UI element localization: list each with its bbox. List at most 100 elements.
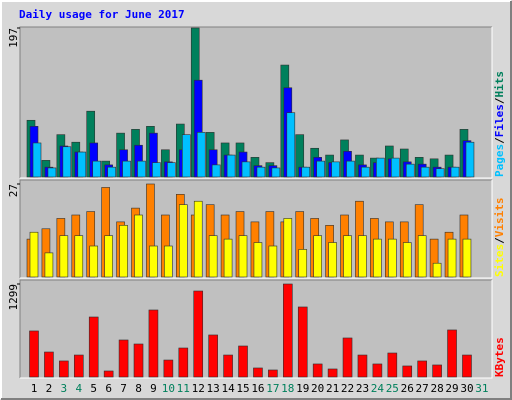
y-tick-label: 1299 bbox=[7, 284, 20, 311]
bar bbox=[402, 365, 413, 378]
bar bbox=[327, 368, 338, 378]
bar bbox=[133, 343, 144, 378]
bar bbox=[342, 337, 353, 378]
bar bbox=[122, 160, 131, 178]
legend-separator: / bbox=[493, 237, 506, 244]
bar bbox=[417, 360, 427, 378]
x-tick-label: 18 bbox=[281, 382, 294, 395]
bar bbox=[223, 354, 233, 378]
bar bbox=[47, 167, 57, 178]
x-tick-label: 31 bbox=[475, 382, 488, 395]
bar bbox=[450, 166, 460, 178]
bar bbox=[313, 235, 322, 278]
bar bbox=[74, 235, 84, 278]
bar bbox=[62, 146, 72, 178]
bar bbox=[32, 142, 42, 178]
panel-background bbox=[20, 280, 492, 378]
bar bbox=[193, 200, 203, 278]
bar bbox=[286, 112, 296, 178]
bar bbox=[73, 354, 84, 378]
x-tick-label: 21 bbox=[326, 382, 339, 395]
bar bbox=[44, 252, 54, 278]
legend: KBytes bbox=[493, 337, 506, 377]
x-tick-label: 29 bbox=[445, 382, 458, 395]
bar bbox=[179, 204, 188, 278]
bar bbox=[361, 166, 370, 178]
bar bbox=[271, 167, 281, 178]
legend: Sites/Visits bbox=[493, 198, 506, 278]
bar bbox=[402, 242, 412, 278]
bar bbox=[149, 245, 158, 278]
bar bbox=[256, 166, 266, 178]
x-tick-label: 28 bbox=[430, 382, 443, 395]
x-tick-label: 10 bbox=[162, 382, 175, 395]
legend-entry: Hits bbox=[493, 71, 506, 98]
bar bbox=[268, 245, 278, 278]
x-tick-label: 19 bbox=[296, 382, 309, 395]
y-tick-label: 197 bbox=[7, 28, 20, 48]
bar bbox=[148, 309, 159, 378]
x-tick-label: 30 bbox=[460, 382, 473, 395]
bar bbox=[316, 160, 325, 178]
bar bbox=[297, 306, 308, 378]
bar bbox=[253, 367, 263, 378]
bar bbox=[391, 157, 400, 178]
bar bbox=[163, 359, 174, 378]
bar bbox=[226, 154, 236, 178]
bar bbox=[420, 166, 430, 178]
bar bbox=[432, 262, 442, 278]
bar bbox=[462, 238, 472, 278]
legend-entry: KBytes bbox=[493, 337, 506, 377]
bar bbox=[298, 249, 308, 278]
bar bbox=[357, 354, 368, 378]
x-tick-label: 11 bbox=[177, 382, 190, 395]
x-tick-label: 5 bbox=[90, 382, 97, 395]
y-tick-label: 27 bbox=[7, 184, 20, 197]
x-tick-label: 9 bbox=[150, 382, 157, 395]
bar bbox=[283, 218, 293, 278]
bar bbox=[432, 364, 442, 378]
x-tick-label: 16 bbox=[251, 382, 264, 395]
bar bbox=[435, 168, 445, 178]
legend-entry: Sites bbox=[493, 244, 506, 277]
bar bbox=[238, 345, 248, 378]
legend-entry: Files bbox=[493, 104, 506, 137]
bar bbox=[373, 238, 382, 278]
bar bbox=[211, 164, 221, 178]
bar bbox=[44, 351, 54, 378]
bar bbox=[29, 231, 39, 278]
legend: Pages/Files/Hits bbox=[493, 71, 506, 177]
panel-edge bbox=[19, 279, 492, 378]
bar bbox=[328, 242, 337, 278]
x-tick-label: 27 bbox=[416, 382, 429, 395]
bar bbox=[92, 160, 102, 178]
bar bbox=[358, 235, 367, 278]
legend-entry: Visits bbox=[493, 198, 506, 238]
bar bbox=[238, 235, 248, 278]
bar bbox=[331, 161, 340, 178]
bar bbox=[405, 163, 415, 178]
bar bbox=[465, 141, 475, 178]
bar bbox=[253, 242, 263, 278]
bar bbox=[107, 166, 116, 178]
bar bbox=[241, 161, 251, 178]
panel-edge bbox=[20, 180, 493, 279]
legend-entry: Pages bbox=[493, 144, 506, 177]
bar bbox=[447, 238, 457, 278]
bar bbox=[167, 162, 176, 178]
bar bbox=[152, 162, 161, 178]
x-tick-label: 26 bbox=[401, 382, 414, 395]
legend-separator: / bbox=[493, 137, 506, 144]
bar bbox=[462, 354, 472, 378]
bar bbox=[89, 245, 99, 278]
x-tick-label: 12 bbox=[192, 382, 205, 395]
bar bbox=[118, 339, 129, 378]
x-tick-label: 14 bbox=[221, 382, 235, 395]
x-tick-label: 7 bbox=[120, 382, 127, 395]
bar bbox=[372, 363, 383, 378]
x-tick-label: 8 bbox=[135, 382, 142, 395]
panel-edge bbox=[19, 26, 492, 178]
